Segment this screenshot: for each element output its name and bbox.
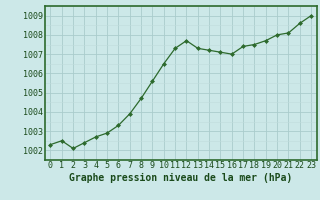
X-axis label: Graphe pression niveau de la mer (hPa): Graphe pression niveau de la mer (hPa) <box>69 173 292 183</box>
